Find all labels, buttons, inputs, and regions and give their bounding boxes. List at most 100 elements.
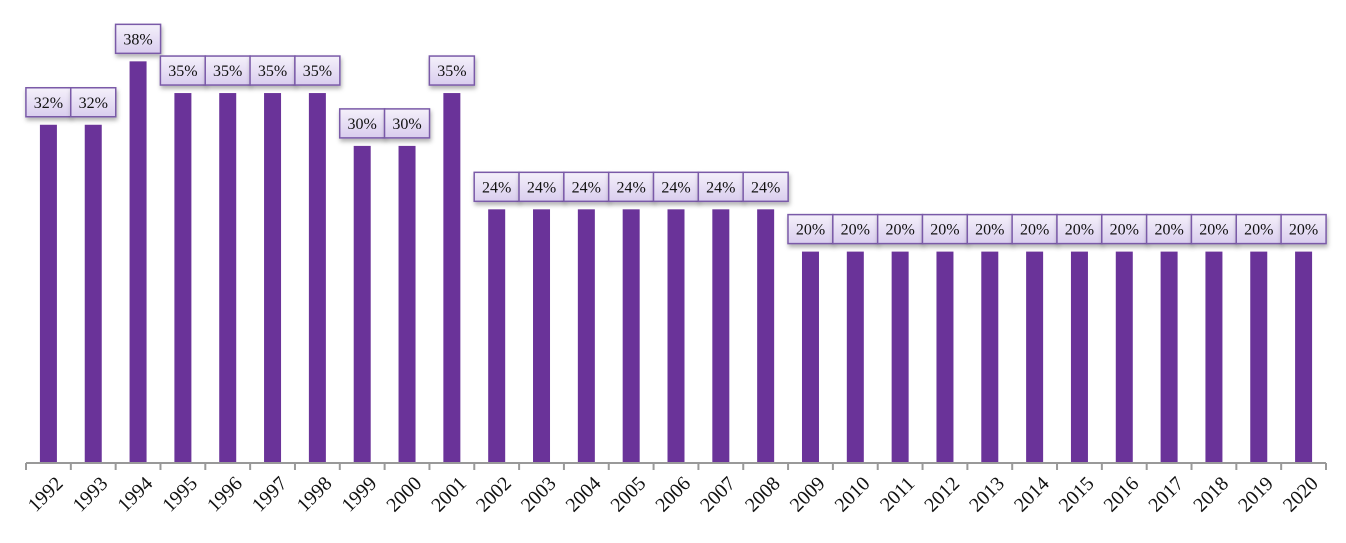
data-label-text: 20% [930,222,959,239]
data-label-text: 35% [213,63,242,80]
bar [1026,251,1044,463]
data-label-text: 24% [751,179,780,196]
data-label-box [966,213,1014,245]
data-label-text: 35% [258,63,287,80]
data-label: 32% [69,87,117,118]
data-label: 32% [25,87,72,118]
data-label: 20% [921,213,969,245]
bar [981,251,999,463]
bar [936,251,954,463]
x-tick-label: 1993 [69,473,113,517]
bar [443,93,461,464]
bar [801,251,819,463]
data-label: 30% [383,108,431,139]
data-label-box [1145,213,1193,245]
data-label: 35% [204,55,251,86]
data-label-box [25,87,72,118]
x-tick-label: 1996 [203,473,247,517]
x-tick-label: 1998 [293,473,337,517]
data-label-box [652,171,700,203]
bar [353,145,371,463]
data-label-box [697,171,745,203]
bar [264,93,282,464]
data-label-text: 24% [482,179,511,196]
x-tick-label: 2014 [1010,473,1054,517]
data-label-text: 35% [437,63,466,80]
x-tick-label: 2012 [920,473,964,517]
x-tick-label: 2005 [606,473,650,517]
x-tick-label: 2010 [831,473,875,517]
bar [622,209,640,463]
data-label-box [1011,213,1058,245]
data-label-box [204,55,251,86]
bar [1115,251,1133,463]
x-tick-label: 2017 [1144,473,1188,517]
bar [712,209,730,463]
data-label: 24% [473,171,520,203]
x-tick-label: 2002 [472,473,516,517]
data-label-box [383,108,431,139]
x-tick-label: 2009 [786,473,830,517]
bar [533,209,551,463]
bar [398,145,416,463]
data-label-text: 24% [706,179,735,196]
data-label: 20% [1280,213,1327,245]
data-label: 35% [159,55,207,86]
bar [1160,251,1178,463]
bar [39,124,57,463]
x-tick-label: 1999 [338,473,382,517]
data-label-text: 20% [975,222,1004,239]
data-label-text: 35% [303,63,332,80]
data-label-text: 24% [572,179,601,196]
x-tick-label: 2018 [1189,473,1233,517]
data-label: 20% [1101,213,1148,245]
x-tick-label: 2001 [427,473,471,517]
x-tick-label: 2019 [1234,473,1278,517]
data-label-box [518,171,565,203]
bar [1070,251,1088,463]
data-label: 24% [607,171,655,203]
data-label-box [294,55,341,86]
data-label-box [742,171,789,203]
data-label-box [114,23,162,55]
data-label-text: 20% [885,222,914,239]
data-label: 35% [249,55,296,86]
data-label-box [69,87,117,118]
bar [667,209,685,463]
data-label-box [1280,213,1327,245]
bar [891,251,909,463]
x-tick-label: 2020 [1279,473,1323,517]
bar [308,93,326,464]
data-label: 38% [114,23,162,55]
data-label-text: 20% [1244,222,1273,239]
x-tick-label: 1994 [113,473,157,517]
data-label-text: 32% [34,95,63,112]
data-label-box [1056,213,1103,245]
data-label: 20% [1011,213,1058,245]
data-label: 30% [338,108,386,139]
data-label-text: 30% [392,116,421,133]
data-label-text: 20% [1065,222,1094,239]
data-label-text: 30% [348,116,377,133]
x-tick-label: 2016 [1100,473,1144,517]
data-label: 20% [876,213,924,245]
data-label: 24% [563,171,610,203]
data-label: 35% [294,55,341,86]
data-label: 24% [518,171,565,203]
data-label-box [876,213,924,245]
x-tick-label: 2008 [741,473,785,517]
x-tick-label: 2007 [696,473,740,517]
x-tick-label: 1997 [248,473,292,517]
bar [1250,251,1268,463]
x-tick-label: 2006 [651,473,695,517]
data-label: 24% [742,171,789,203]
data-label-box [563,171,610,203]
data-label-box [428,55,476,86]
bar [846,251,864,463]
data-label-text: 24% [617,179,646,196]
x-tick-label: 2011 [876,473,919,516]
bar [1205,251,1223,463]
data-label-text: 20% [1020,222,1049,239]
data-label-text: 32% [79,95,108,112]
